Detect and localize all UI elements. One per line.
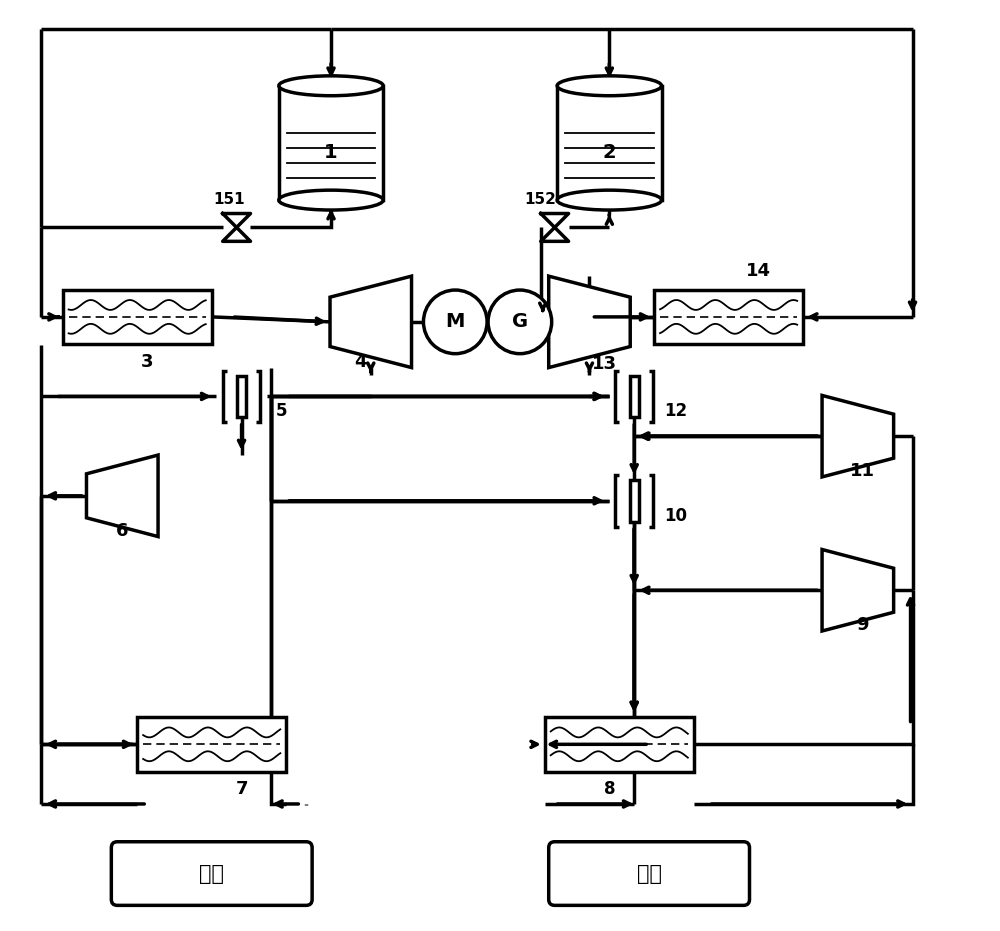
Text: 4: 4 [355, 353, 367, 371]
Text: 14: 14 [746, 263, 771, 280]
Text: 3: 3 [141, 353, 153, 371]
Bar [63, 290, 212, 344]
Text: 2: 2 [603, 143, 616, 162]
Text: 10: 10 [664, 506, 687, 525]
Polygon shape [330, 277, 412, 368]
Text: 152: 152 [524, 192, 556, 207]
Text: 6: 6 [116, 521, 129, 540]
Circle shape [488, 290, 552, 354]
Text: 13: 13 [592, 355, 617, 372]
Ellipse shape [279, 75, 383, 96]
Bar [237, 375, 246, 417]
Text: 8: 8 [604, 780, 615, 798]
Text: 11: 11 [850, 462, 875, 480]
Polygon shape [822, 396, 894, 477]
Text: 环境: 环境 [637, 864, 662, 884]
Text: M: M [446, 313, 465, 331]
Text: 环境: 环境 [199, 864, 224, 884]
Bar [630, 479, 639, 521]
Bar [557, 86, 662, 200]
Bar [654, 290, 803, 344]
Bar [279, 86, 383, 200]
Bar [545, 717, 694, 772]
FancyBboxPatch shape [111, 842, 312, 905]
Polygon shape [549, 277, 630, 368]
Text: 5: 5 [276, 402, 287, 420]
Bar [137, 717, 286, 772]
Text: 7: 7 [235, 780, 248, 798]
Polygon shape [86, 455, 158, 536]
Text: 9: 9 [857, 616, 869, 634]
Text: 151: 151 [213, 192, 244, 207]
Text: G: G [512, 313, 528, 331]
Text: 12: 12 [664, 402, 688, 420]
Bar [630, 375, 639, 417]
Ellipse shape [557, 190, 662, 210]
Text: 1: 1 [324, 143, 338, 162]
Ellipse shape [557, 75, 662, 96]
Circle shape [423, 290, 487, 354]
FancyBboxPatch shape [549, 842, 750, 905]
Ellipse shape [279, 190, 383, 210]
Polygon shape [822, 549, 894, 631]
